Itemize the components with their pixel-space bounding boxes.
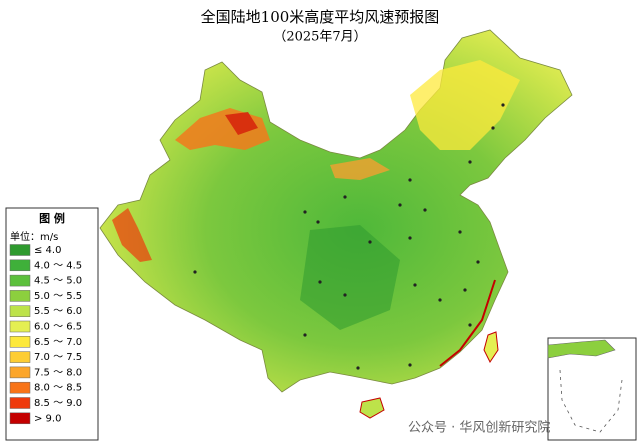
high-wind-patch — [225, 112, 258, 135]
high-wind-patch — [330, 158, 390, 180]
inset-coast — [547, 339, 616, 359]
watermark: 公众号 · 华风创新研究院 — [408, 420, 550, 436]
legend-label: ≤ 4.0 — [34, 245, 61, 256]
legend-swatch — [9, 351, 31, 363]
legend-swatch — [9, 305, 31, 317]
legend-swatch — [9, 259, 31, 272]
inset-dashes — [559, 369, 623, 433]
map-subtitle: （2025年7月） — [273, 30, 366, 45]
legend-swatch — [9, 397, 31, 409]
hainan — [359, 397, 385, 419]
legend-label: 6.0 ～ 6.5 — [34, 322, 82, 333]
legend-label: > 9.0 — [34, 413, 61, 424]
legend-unit: 单位：m/s — [10, 230, 58, 243]
legend-swatch — [9, 274, 31, 287]
high-wind-patch — [112, 208, 152, 262]
legend-label: 6.5 ～ 7.0 — [34, 337, 82, 348]
legend-label: 4.0 ～ 4.5 — [34, 260, 82, 271]
legend-label: 4.5 ～ 5.0 — [34, 276, 82, 287]
legend-swatch — [9, 244, 31, 256]
legend-swatch — [9, 381, 31, 394]
taiwan — [483, 331, 499, 363]
map-title: 全国陆地100米高度平均风速预报图 — [201, 8, 440, 26]
coast-band — [439, 279, 496, 367]
legend-swatch — [9, 320, 31, 333]
legend-swatch — [9, 412, 31, 425]
low-wind-patch — [300, 225, 400, 330]
legend-label: 8.5 ～ 9.0 — [34, 398, 82, 409]
legend-swatch — [9, 336, 31, 348]
legend-label: 7.5 ～ 8.0 — [34, 367, 82, 378]
legend: 图 例 单位：m/s ≤ 4.0 4.0 ～ 4.5 4.5 ～ 5.0 5.0 ～ … — [5, 207, 99, 441]
legend-swatch — [9, 290, 31, 302]
city-dots — [193, 103, 505, 370]
legend-label: 7.0 ～ 7.5 — [34, 352, 82, 363]
legend-title: 图 例 — [39, 211, 65, 225]
legend-label: 5.0 ～ 5.5 — [34, 291, 82, 302]
legend-swatch — [9, 366, 31, 379]
china-map — [99, 29, 637, 441]
legend-label: 8.0 ～ 8.5 — [34, 383, 82, 394]
legend-label: 5.5 ～ 6.0 — [34, 306, 82, 317]
